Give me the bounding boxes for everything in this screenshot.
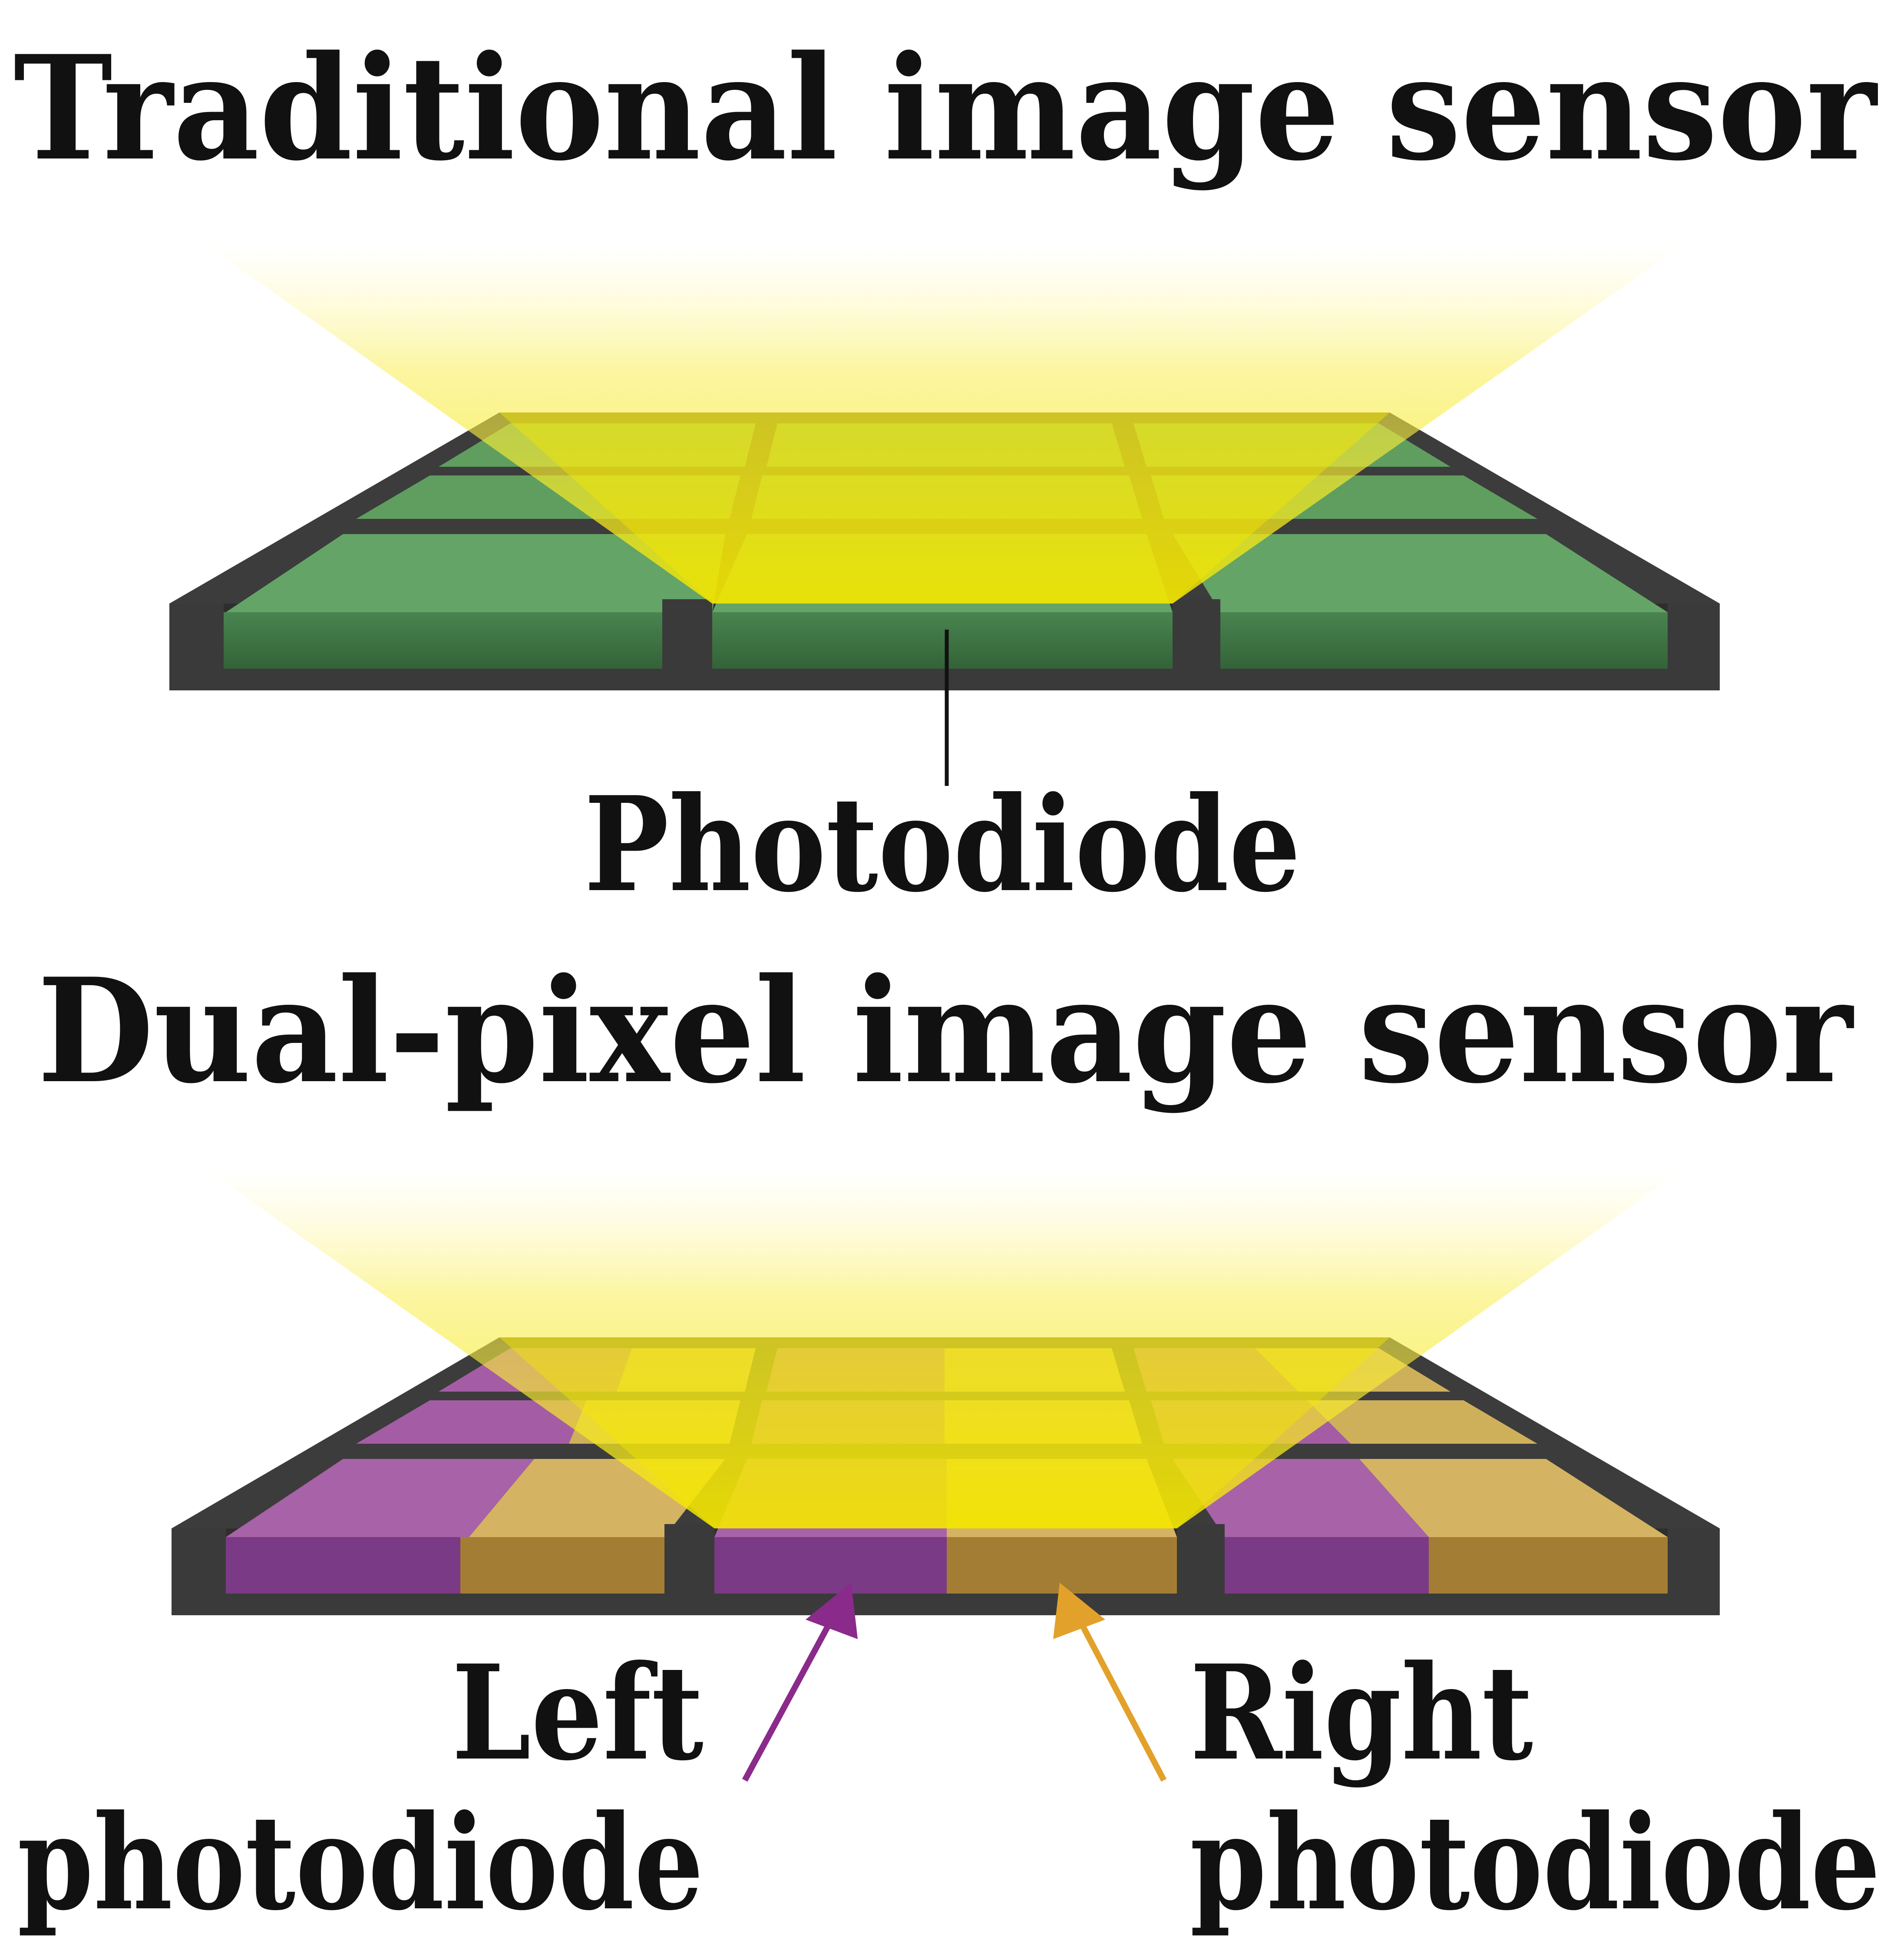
pixel-cell-front	[224, 612, 662, 669]
traditional-title: Traditional image sensor	[13, 24, 1879, 192]
frame-bottom	[169, 669, 1720, 690]
right-photodiode-front	[460, 1537, 664, 1594]
light-cone	[204, 243, 1685, 604]
right-photodiode-cell	[1359, 1459, 1668, 1537]
light-spot	[499, 412, 1390, 604]
pixel-cell	[226, 534, 725, 612]
right-photodiode-label-line2: photodiode	[1190, 1786, 1880, 1939]
frame-bottom	[172, 1594, 1720, 1615]
left-photodiode-front	[714, 1537, 947, 1594]
light-spot	[499, 1337, 1390, 1528]
left-photodiode-label-line1: Left	[452, 1636, 704, 1789]
arrow-up-left-icon	[1053, 1583, 1167, 1782]
pixel-cell-front	[712, 612, 1173, 669]
left-photodiode-front	[1225, 1537, 1429, 1594]
pixel-cell	[1173, 534, 1668, 612]
dual-pixel-title: Dual-pixel image sensor	[37, 947, 1855, 1115]
right-photodiode-cell	[1307, 1400, 1537, 1444]
left-photodiode-label-line2: photodiode	[17, 1786, 704, 1939]
photodiode-label: Photodiode	[584, 768, 1301, 921]
left-photodiode-cell	[356, 1400, 586, 1444]
arrow-up-right-icon	[742, 1583, 858, 1782]
light-cone	[204, 1168, 1685, 1528]
pixel-cell-front	[1220, 612, 1668, 669]
left-photodiode-cell	[226, 1459, 534, 1537]
left-photodiode-front	[226, 1537, 460, 1594]
right-photodiode-front	[947, 1537, 1177, 1594]
right-photodiode-front	[1429, 1537, 1668, 1594]
right-photodiode-label-line1: Right	[1190, 1636, 1534, 1789]
